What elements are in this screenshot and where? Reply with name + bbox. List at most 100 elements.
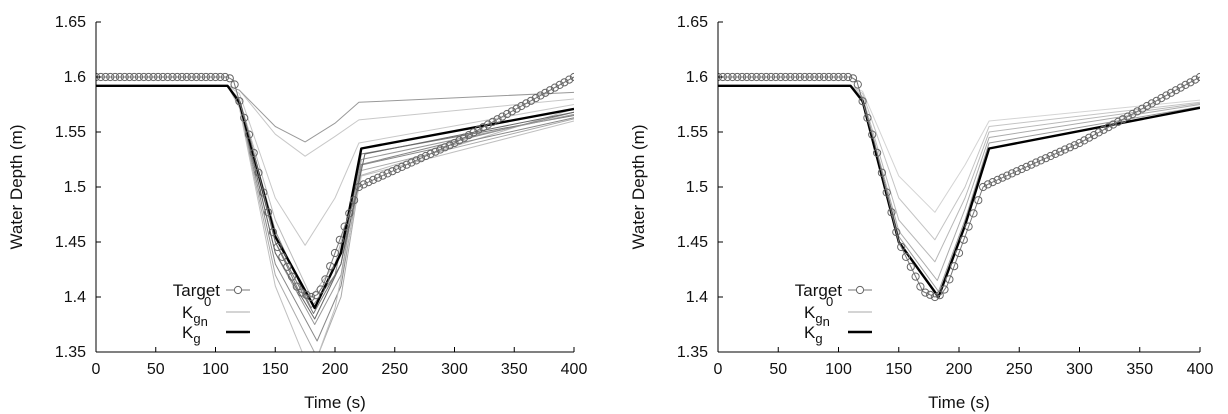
target-marker [311, 291, 320, 300]
legend-label: Kgn [804, 303, 830, 329]
target-marker [1012, 167, 1021, 176]
y-tick-label: 1.65 [55, 14, 86, 31]
target-marker [969, 209, 978, 218]
target-marker [766, 72, 776, 82]
target-marker [268, 228, 277, 237]
y-axis-title: Water Depth (m) [629, 124, 648, 249]
target-marker [144, 72, 153, 82]
target-marker [1051, 149, 1060, 158]
target-marker [350, 196, 359, 205]
target-marker [810, 72, 819, 82]
target-marker [550, 83, 560, 92]
target-marker [1022, 162, 1031, 171]
x-tick-label: 100 [825, 361, 852, 378]
target-marker [168, 72, 177, 82]
target-marker [536, 91, 545, 100]
target-marker [455, 136, 464, 145]
target-marker [1167, 88, 1176, 97]
x-tick-label: 350 [1126, 361, 1153, 378]
target-marker [216, 72, 225, 82]
target-marker [101, 72, 110, 82]
y-tick-label: 1.5 [686, 179, 708, 196]
target-marker [733, 72, 742, 82]
target-marker [897, 242, 906, 252]
target-marker [264, 208, 273, 217]
x-tick-label: 50 [769, 361, 787, 378]
target-marker [139, 72, 148, 82]
target-marker [1041, 154, 1050, 163]
target-marker [364, 178, 373, 187]
target-marker [273, 242, 282, 252]
target-marker [959, 235, 968, 244]
target-marker [378, 171, 387, 180]
target-marker [225, 74, 234, 83]
target-marker [1056, 147, 1065, 156]
target-marker [278, 252, 287, 261]
kg-series-line [96, 84, 574, 310]
target-marker [950, 262, 959, 271]
x-axis-title: Time (s) [928, 393, 990, 412]
target-marker [555, 80, 564, 90]
target-marker [819, 72, 829, 82]
target-marker [1065, 143, 1075, 152]
target-marker [330, 248, 340, 258]
target-marker [940, 285, 949, 294]
target-marker [868, 130, 877, 139]
target-marker [848, 74, 858, 83]
plot-area [718, 72, 1200, 302]
target-marker [824, 72, 834, 82]
target-marker [964, 222, 973, 231]
target-marker [197, 72, 206, 82]
target-marker [321, 275, 330, 284]
target-marker [728, 72, 737, 82]
target-marker [1094, 128, 1103, 137]
target-marker [474, 125, 483, 134]
ensemble-series-line [96, 85, 574, 157]
target-marker [383, 169, 392, 178]
target-marker [503, 109, 512, 119]
target-marker [187, 72, 196, 82]
y-tick-label: 1.5 [64, 179, 86, 196]
x-tick-label: 400 [1187, 361, 1214, 378]
target-marker [834, 72, 843, 82]
target-marker [1162, 91, 1171, 100]
target-marker [877, 168, 887, 177]
target-marker [839, 72, 848, 82]
target-marker [752, 72, 761, 82]
x-tick-label: 300 [441, 361, 468, 378]
target-marker [781, 72, 790, 82]
target-marker [393, 164, 402, 174]
target-marker [998, 173, 1007, 182]
target-marker [565, 75, 574, 84]
target-marker [369, 175, 378, 184]
y-axis-title: Water Depth (m) [7, 124, 26, 249]
legend-label: Target [173, 281, 221, 300]
target-marker [569, 72, 574, 82]
target-marker [901, 252, 911, 261]
target-marker [776, 72, 785, 82]
legend-label: Kg [804, 323, 823, 346]
target-marker [397, 162, 406, 171]
y-tick-label: 1.45 [55, 234, 86, 251]
target-marker [1181, 80, 1190, 90]
legend-superscript: 0 [204, 294, 211, 309]
target-marker [440, 143, 449, 152]
target-marker [1128, 109, 1137, 119]
target-marker [359, 180, 368, 189]
target-marker [1080, 136, 1089, 145]
target-marker [858, 97, 867, 106]
target-marker [483, 120, 493, 129]
target-marker [192, 72, 201, 82]
ensemble-series-line [96, 85, 574, 246]
y-tick-label: 1.55 [55, 124, 86, 141]
target-marker [488, 117, 497, 127]
x-tick-label: 150 [262, 361, 289, 378]
target-marker [1195, 72, 1200, 82]
x-tick-label: 250 [381, 361, 408, 378]
x-tick-label: 200 [322, 361, 349, 378]
target-marker [426, 149, 435, 158]
y-tick-label: 1.4 [64, 289, 86, 306]
x-tick-label: 100 [202, 361, 229, 378]
